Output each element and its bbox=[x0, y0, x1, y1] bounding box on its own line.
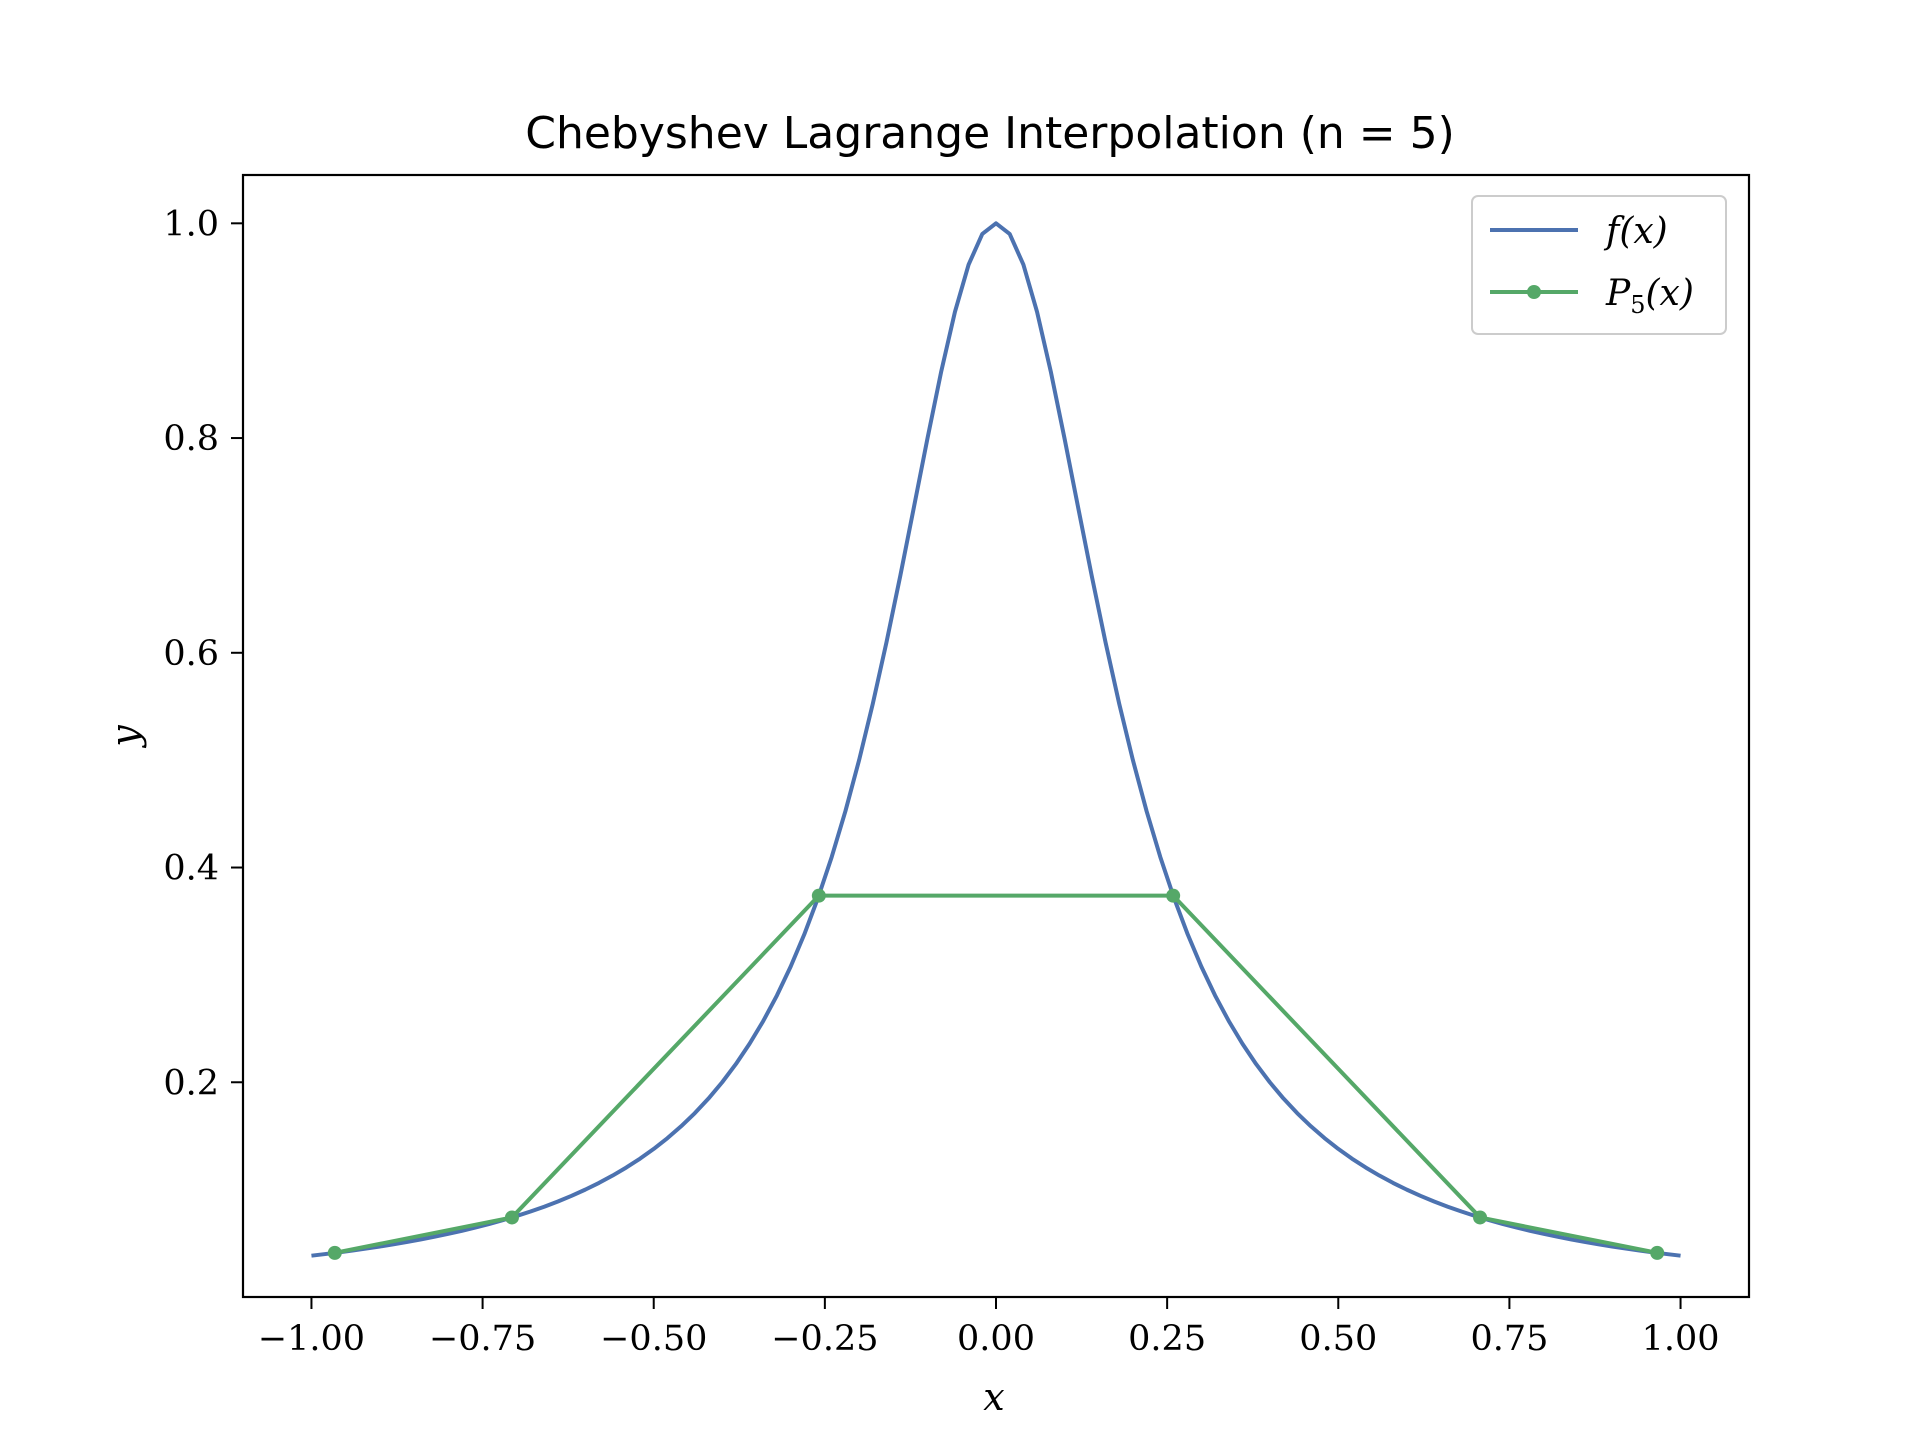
x-tick-label: −0.50 bbox=[600, 1319, 707, 1359]
x-tick-label: −1.00 bbox=[258, 1319, 365, 1359]
x-tick-label: 0.75 bbox=[1470, 1319, 1548, 1359]
plot-frame bbox=[241, 173, 1751, 1299]
series-p5-point bbox=[1473, 1210, 1488, 1225]
chart-title: Chebyshev Lagrange Interpolation (n = 5) bbox=[525, 108, 1455, 159]
plot-area bbox=[311, 221, 1681, 1260]
series-p5-point bbox=[1650, 1245, 1665, 1260]
x-tick-label: 0.50 bbox=[1299, 1319, 1377, 1359]
series-p5-point bbox=[811, 888, 826, 903]
y-axis-label: y bbox=[103, 725, 147, 749]
y-axis: 0.2 0.4 0.6 0.8 1.0 bbox=[163, 204, 243, 1103]
series-p5-point bbox=[1166, 888, 1181, 903]
y-tick-label: 0.2 bbox=[163, 1063, 219, 1103]
x-tick-label: 0.25 bbox=[1128, 1319, 1206, 1359]
x-tick-label: −0.75 bbox=[429, 1319, 536, 1359]
legend-label-f: f(x) bbox=[1603, 211, 1668, 252]
series-p5-line bbox=[334, 893, 1658, 1255]
y-tick-label: 0.8 bbox=[163, 419, 219, 459]
x-axis: −1.00 −0.75 −0.50 −0.25 0.00 0.25 0.50 0.75 1.00 bbox=[258, 1297, 1720, 1359]
y-tick-label: 0.6 bbox=[163, 634, 219, 674]
x-tick-label: −0.25 bbox=[771, 1319, 878, 1359]
legend-label-p5: P5(x) bbox=[1605, 273, 1694, 319]
legend: f(x) P5(x) bbox=[1471, 195, 1727, 335]
x-tick-label: 1.00 bbox=[1642, 1319, 1720, 1359]
legend-marker-p5 bbox=[1527, 285, 1541, 299]
x-axis-label: x bbox=[983, 1375, 1004, 1419]
series-f-line bbox=[311, 221, 1681, 1258]
x-tick-label: 0.00 bbox=[957, 1319, 1035, 1359]
series-p5-point bbox=[327, 1245, 342, 1260]
y-tick-label: 1.0 bbox=[163, 204, 219, 244]
y-tick-label: 0.4 bbox=[163, 849, 219, 889]
series-p5-point bbox=[504, 1210, 519, 1225]
